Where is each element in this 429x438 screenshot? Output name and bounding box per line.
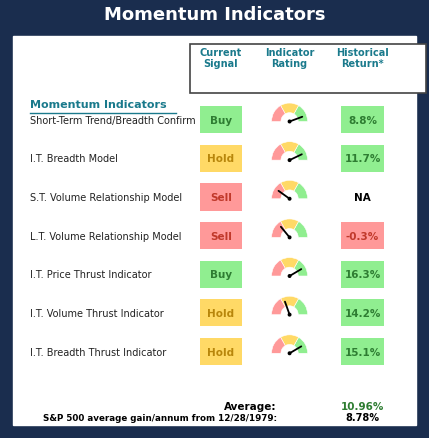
Text: 14.2%: 14.2% — [344, 308, 381, 318]
Text: 8.78%: 8.78% — [345, 413, 380, 422]
Text: 10.96%: 10.96% — [341, 402, 384, 411]
Text: Hold: Hold — [207, 308, 235, 318]
Text: I.T. Breadth Model: I.T. Breadth Model — [30, 154, 118, 164]
Text: NA: NA — [354, 193, 371, 202]
Text: I.T. Breadth Thrust Indicator: I.T. Breadth Thrust Indicator — [30, 347, 166, 357]
Text: Short-Term Trend/Breadth Confirm: Short-Term Trend/Breadth Confirm — [30, 116, 196, 125]
Text: 15.1%: 15.1% — [344, 347, 381, 357]
Text: I.T. Price Thrust Indicator: I.T. Price Thrust Indicator — [30, 270, 151, 279]
Text: Momentum Indicators: Momentum Indicators — [104, 6, 325, 25]
Text: 16.3%: 16.3% — [344, 270, 381, 279]
Text: S&P 500 average gain/annum from 12/28/1979:: S&P 500 average gain/annum from 12/28/19… — [42, 413, 277, 422]
Text: Indicator
Rating: Indicator Rating — [265, 47, 314, 69]
Text: I.T. Volume Thrust Indicator: I.T. Volume Thrust Indicator — [30, 308, 164, 318]
Text: Buy: Buy — [210, 116, 232, 125]
Text: 8.8%: 8.8% — [348, 116, 377, 125]
Text: Hold: Hold — [207, 347, 235, 357]
Text: Sell: Sell — [210, 231, 232, 241]
Text: S.T. Volume Relationship Model: S.T. Volume Relationship Model — [30, 193, 182, 202]
Text: Average:: Average: — [224, 402, 277, 411]
Text: Momentum Indicators: Momentum Indicators — [30, 100, 166, 110]
Text: Hold: Hold — [207, 154, 235, 164]
Text: Historical
Return*: Historical Return* — [336, 47, 389, 69]
Text: Buy: Buy — [210, 270, 232, 279]
Text: 11.7%: 11.7% — [344, 154, 381, 164]
Text: Current
Signal: Current Signal — [200, 47, 242, 69]
Text: L.T. Volume Relationship Model: L.T. Volume Relationship Model — [30, 231, 181, 241]
Text: -0.3%: -0.3% — [346, 231, 379, 241]
Text: Sell: Sell — [210, 193, 232, 202]
